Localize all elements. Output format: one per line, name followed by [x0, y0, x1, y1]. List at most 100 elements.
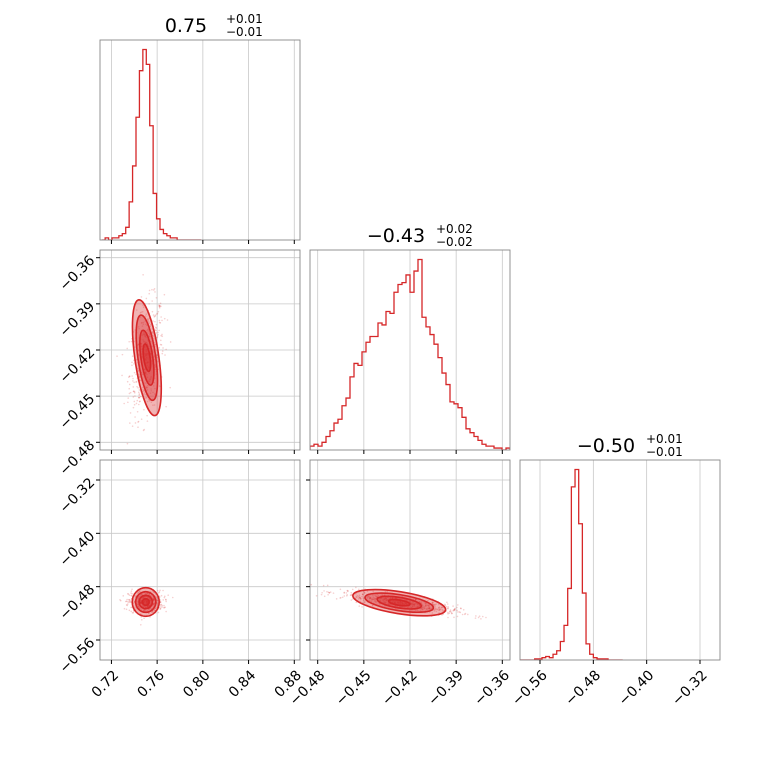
sample-point [142, 333, 144, 336]
sample-point [132, 377, 134, 380]
sample-point [384, 599, 387, 601]
sample-point [385, 597, 387, 600]
sample-point [327, 591, 330, 594]
sample-point [152, 597, 155, 600]
sample-point [398, 602, 400, 604]
sample-point [138, 327, 140, 330]
sample-point [147, 319, 150, 321]
sample-point [135, 402, 138, 405]
sample-point [387, 602, 390, 605]
sample-point [371, 598, 373, 600]
panel-p20: 0.72 0.76 0.80 0.84 0.88−0.32−0.40−0.48−0.56 [57, 459, 305, 701]
title-median: 0.75 [165, 15, 207, 37]
sample-point [384, 602, 387, 604]
sample-point [159, 607, 161, 609]
sample-point [127, 593, 130, 595]
title-plus-error: +0.02 [436, 222, 473, 236]
sample-point [462, 608, 465, 611]
sample-point [150, 595, 152, 597]
sample-point [136, 410, 139, 413]
sample-point [148, 598, 151, 600]
sample-point [428, 607, 431, 610]
sample-point [143, 428, 146, 431]
sample-point [146, 376, 149, 379]
sample-point [145, 600, 148, 603]
sample-point [142, 306, 145, 309]
sample-point [147, 612, 150, 615]
sample-point [155, 326, 157, 329]
sample-point [156, 604, 159, 606]
sample-point [129, 412, 132, 414]
sample-point [438, 612, 440, 614]
sample-point [152, 599, 155, 602]
sample-point [139, 602, 142, 604]
sample-point [453, 608, 456, 611]
sample-point [406, 603, 408, 605]
sample-point [389, 597, 392, 599]
sample-point [435, 608, 438, 611]
sample-point [350, 594, 353, 597]
sample-point [134, 346, 136, 348]
sample-point [371, 598, 373, 600]
sample-point [328, 591, 331, 594]
sample-point [165, 405, 167, 408]
sample-point [153, 602, 156, 605]
sample-point [363, 592, 366, 594]
sample-point [145, 336, 147, 339]
sample-point [427, 599, 429, 602]
sample-point [432, 601, 434, 604]
sample-point [146, 352, 149, 355]
sample-point [145, 602, 148, 604]
sample-point [134, 395, 136, 397]
sample-point [133, 381, 135, 384]
x-tick-label: −0.36 [471, 667, 513, 709]
sample-point [143, 600, 146, 603]
sample-point [155, 329, 157, 332]
sample-point [141, 322, 143, 324]
sample-point [414, 598, 417, 601]
sample-point [384, 597, 387, 599]
sample-point [380, 597, 383, 599]
sample-point [151, 300, 153, 302]
sample-point [392, 600, 395, 602]
title-median: −0.43 [367, 225, 425, 247]
sample-point [360, 598, 362, 600]
sample-point [119, 599, 122, 602]
sample-point [359, 596, 361, 599]
sample-point [142, 388, 144, 391]
sample-point [129, 422, 131, 424]
sample-point [413, 602, 416, 605]
sample-point [138, 596, 140, 599]
sample-point [421, 608, 424, 611]
sample-point [156, 336, 159, 339]
sample-point [145, 603, 148, 605]
sample-point [421, 608, 424, 611]
sample-point [375, 601, 378, 603]
sample-point [369, 597, 371, 599]
sample-point [131, 375, 133, 377]
sample-point [132, 406, 135, 409]
sample-point [142, 609, 145, 612]
sample-point [143, 341, 145, 343]
sample-point [355, 601, 358, 604]
sample-point [381, 594, 384, 596]
sample-point [403, 602, 406, 604]
sample-point [418, 604, 421, 607]
panel-p00: 0.75 +0.01−0.01 [99, 12, 301, 244]
sample-point [374, 600, 376, 603]
panel-frame [99, 39, 301, 241]
sample-point [358, 588, 360, 591]
sample-point [438, 609, 441, 611]
sample-point [374, 601, 377, 603]
sample-point [393, 601, 396, 604]
sample-point [138, 400, 141, 403]
sample-point [137, 601, 139, 604]
sample-point [138, 376, 141, 379]
sample-point [383, 601, 386, 604]
density-contours [352, 588, 447, 617]
sample-point [140, 593, 143, 596]
sample-point [161, 352, 164, 355]
sample-point [447, 616, 449, 619]
sample-point [128, 383, 131, 386]
sample-point [141, 604, 144, 607]
